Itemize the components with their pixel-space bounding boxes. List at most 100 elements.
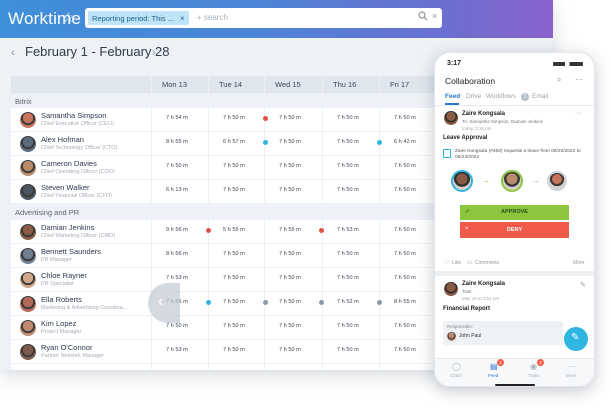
time-cell[interactable]: 7 h 50 m — [279, 251, 301, 257]
tab-drive[interactable]: Drive — [466, 93, 482, 100]
time-cell[interactable]: 7 h 50 m — [394, 251, 416, 257]
edit-icon[interactable]: ✎ — [580, 282, 586, 289]
feed-icon[interactable]: ▤ — [490, 362, 498, 371]
time-cell[interactable]: 7 h 50 m — [279, 139, 301, 145]
time-cell[interactable]: 7 h 50 m — [394, 163, 416, 169]
time-cell[interactable]: 7 h 50 m — [337, 139, 359, 145]
search-icon[interactable] — [418, 11, 428, 21]
time-cell[interactable]: 7 h 53 m — [166, 347, 188, 353]
approve-button[interactable]: APPROVE ✓ — [460, 205, 569, 220]
employee-name[interactable]: Steven Walker — [41, 183, 90, 192]
nav-tasks[interactable]: Tasks — [528, 373, 540, 378]
chat-icon[interactable]: ◯ — [452, 362, 461, 371]
like-button[interactable]: Like — [452, 260, 462, 266]
chevron-right-icon[interactable]: › — [152, 45, 156, 59]
time-cell[interactable]: 7 h 50 m — [279, 347, 301, 353]
time-cell[interactable]: 7 h 50 m — [337, 187, 359, 193]
time-cell[interactable]: 7 h 50 m — [337, 347, 359, 353]
table-row[interactable]: Cameron Davies Chief Operating Officer (C… — [11, 156, 553, 180]
employee-name[interactable]: Chloe Rayner — [41, 271, 87, 280]
tasks-icon[interactable]: ◉ — [530, 362, 537, 371]
search-box[interactable]: Reporting period: This ... × + search × — [85, 8, 442, 28]
time-cell[interactable]: 7 h 50 m — [223, 347, 245, 353]
compose-button[interactable]: ✎ — [564, 327, 588, 351]
time-cell[interactable]: 6 h 13 m — [166, 187, 188, 193]
post-menu-icon[interactable]: ··· — [575, 110, 582, 117]
time-cell[interactable]: 7 h 50 m — [166, 323, 188, 329]
table-row[interactable]: Ryan O'Connor Partner Network Manager 7 h … — [11, 340, 553, 364]
time-cell[interactable]: 7 h 50 m — [223, 299, 245, 305]
table-row[interactable]: Damian Jenkins Chief Marketing Officer (C… — [11, 220, 553, 244]
time-cell[interactable]: 7 h 50 m — [166, 163, 188, 169]
employee-name[interactable]: Kim Lopez — [41, 319, 77, 328]
time-cell[interactable]: 7 h 50 m — [223, 275, 245, 281]
employee-name[interactable]: Alex Hofman — [41, 135, 84, 144]
more-icon[interactable]: ··· — [575, 75, 583, 84]
close-icon[interactable]: × — [180, 13, 185, 23]
table-row[interactable]: Steven Walker Chief Financial Officer (CF… — [11, 180, 553, 204]
search-icon[interactable]: ⌕ — [557, 75, 562, 84]
filter-chip[interactable]: Reporting period: This ... × — [88, 11, 189, 25]
nav-feed[interactable]: Feed — [488, 373, 499, 378]
tab-workflows[interactable]: Workflows — [486, 93, 516, 100]
time-cell[interactable]: 7 h 50 m — [223, 323, 245, 329]
clear-search-icon[interactable]: × — [432, 11, 438, 21]
time-cell[interactable]: 7 h 50 m — [223, 163, 245, 169]
tab-email[interactable]: Email — [532, 93, 549, 100]
time-cell[interactable]: 7 h 50 m — [279, 163, 301, 169]
time-cell[interactable]: 8 h 55 m — [394, 299, 416, 305]
table-row[interactable]: Kim Lopez Project Manager 7 h 50 m 7 h 50 m… — [11, 316, 553, 340]
time-cell[interactable]: 7 h 53 m — [166, 275, 188, 281]
time-cell[interactable]: 7 h 50 m — [337, 115, 359, 121]
time-cell[interactable]: 7 h 50 m — [394, 227, 416, 233]
time-cell[interactable]: 6 h 42 m — [394, 139, 416, 145]
time-cell[interactable]: 7 h 53 m — [337, 227, 359, 233]
more-button[interactable]: More — [573, 260, 585, 266]
time-cell[interactable]: 7 h 50 m — [279, 323, 301, 329]
time-cell[interactable]: 9 h 56 m — [166, 227, 188, 233]
time-cell[interactable]: 7 h 50 m — [279, 299, 301, 305]
time-cell[interactable]: 7 h 50 m — [337, 163, 359, 169]
table-row[interactable]: Alex Hofman Chief Technology Officer (CTO… — [11, 132, 553, 156]
employee-name[interactable]: Ryan O'Connor — [41, 343, 93, 352]
nav-more[interactable]: More — [566, 373, 577, 378]
time-cell[interactable]: 7 h 50 m — [279, 115, 301, 121]
nav-chats[interactable]: Chats — [450, 373, 462, 378]
time-cell[interactable]: 7 h 52 m — [337, 299, 359, 305]
time-cell[interactable]: 7 h 50 m — [223, 187, 245, 193]
employee-name[interactable]: Samantha Simpson — [41, 111, 107, 120]
time-cell[interactable]: 7 h 50 m — [337, 251, 359, 257]
time-cell[interactable]: 7 h 50 m — [223, 115, 245, 121]
tab-feed[interactable]: Feed — [445, 93, 461, 100]
time-cell[interactable]: 5 h 55 m — [223, 227, 245, 233]
employee-name[interactable]: Cameron Davies — [41, 159, 97, 168]
employee-name[interactable]: Damian Jenkins — [41, 223, 95, 232]
time-cell[interactable]: 7 h 55 m — [279, 227, 301, 233]
time-cell[interactable]: 7 h 50 m — [337, 323, 359, 329]
time-cell[interactable]: 8 h 56 m — [166, 251, 188, 257]
table-row[interactable]: Chloe Rayner PR Specialist 7 h 53 m 7 h 50 … — [11, 268, 553, 292]
employee-name[interactable]: Bennett Saunders — [41, 247, 102, 256]
table-row[interactable]: Bennett Saunders PR Manager 8 h 56 m 7 h 50… — [11, 244, 553, 268]
time-cell[interactable]: 7 h 50 m — [337, 275, 359, 281]
time-cell[interactable]: 7 h 50 m — [394, 275, 416, 281]
search-input[interactable]: + search — [197, 13, 228, 22]
favorite-star-icon[interactable]: ☆ — [62, 9, 75, 25]
time-cell[interactable]: 7 h 50 m — [279, 275, 301, 281]
more-icon[interactable]: ⋯ — [568, 362, 576, 371]
time-cell[interactable]: 7 h 54 m — [166, 115, 188, 121]
time-cell[interactable]: 8 h 55 m — [166, 139, 188, 145]
comments-button[interactable]: Comments — [475, 260, 500, 266]
time-cell[interactable]: 6 h 57 m — [223, 139, 245, 145]
employee-name[interactable]: Ella Roberts — [41, 295, 82, 304]
time-cell[interactable]: 7 h 50 m — [223, 251, 245, 257]
scroll-left-button[interactable]: ‹ — [148, 283, 180, 323]
time-cell[interactable]: 7 h 50 m — [279, 187, 301, 193]
deny-button[interactable]: DENY × — [460, 222, 569, 238]
chevron-left-icon[interactable]: ‹ — [11, 45, 15, 59]
table-row[interactable]: Samantha Simpson Chief Executive Officer … — [11, 108, 553, 132]
time-cell[interactable]: 7 h 50 m — [394, 323, 416, 329]
time-cell[interactable]: 7 h 50 m — [394, 115, 416, 121]
time-cell[interactable]: 7 h 50 m — [394, 187, 416, 193]
time-cell[interactable]: 7 h 50 m — [394, 347, 416, 353]
